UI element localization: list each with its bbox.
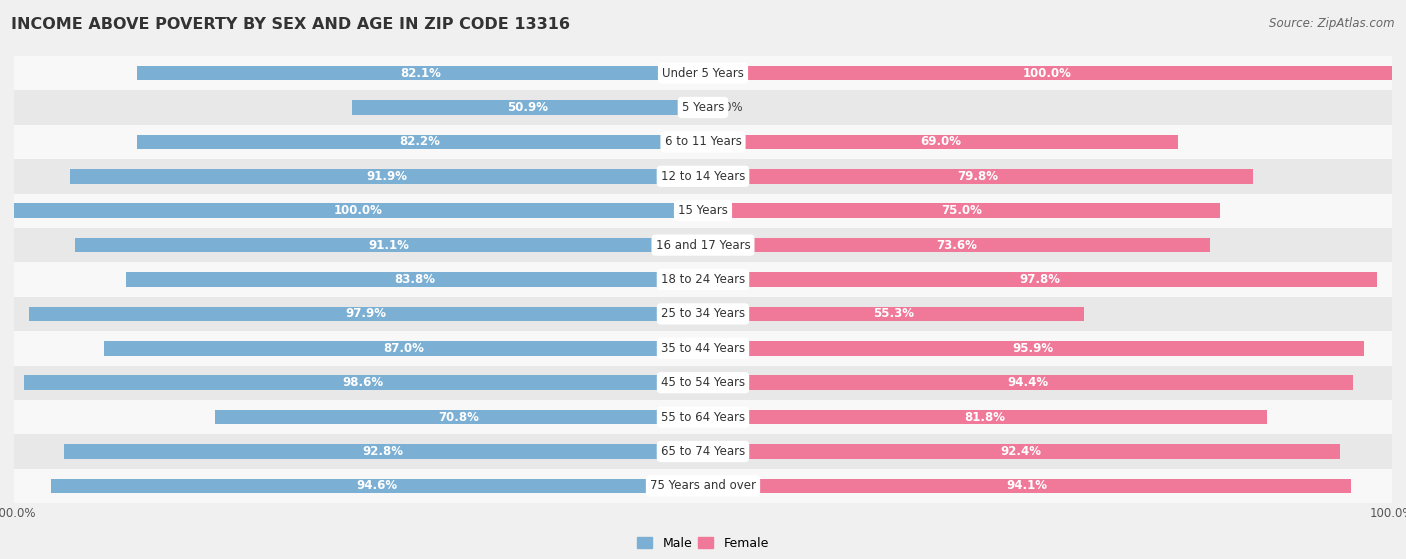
Text: 91.1%: 91.1%: [368, 239, 409, 252]
Legend: Male, Female: Male, Female: [633, 532, 773, 555]
Bar: [703, 272, 1376, 287]
Bar: [14, 400, 1392, 434]
Bar: [703, 203, 1219, 218]
Text: 16 and 17 Years: 16 and 17 Years: [655, 239, 751, 252]
Text: 18 to 24 Years: 18 to 24 Years: [661, 273, 745, 286]
Bar: [14, 193, 1392, 228]
Text: 65 to 74 Years: 65 to 74 Years: [661, 445, 745, 458]
Bar: [125, 272, 703, 287]
Text: 92.8%: 92.8%: [363, 445, 404, 458]
Text: 6 to 11 Years: 6 to 11 Years: [665, 135, 741, 148]
Text: 91.9%: 91.9%: [366, 170, 406, 183]
Bar: [215, 410, 703, 424]
Text: 15 Years: 15 Years: [678, 204, 728, 217]
Bar: [703, 376, 1354, 390]
Text: 83.8%: 83.8%: [394, 273, 434, 286]
Bar: [703, 169, 1253, 183]
Text: 79.8%: 79.8%: [957, 170, 998, 183]
Bar: [703, 135, 1178, 149]
Text: 5 Years: 5 Years: [682, 101, 724, 114]
Bar: [136, 135, 703, 149]
Bar: [28, 307, 703, 321]
Bar: [70, 169, 703, 183]
Text: 45 to 54 Years: 45 to 54 Years: [661, 376, 745, 389]
Bar: [138, 66, 703, 80]
Text: 25 to 34 Years: 25 to 34 Years: [661, 307, 745, 320]
Bar: [51, 479, 703, 493]
Bar: [63, 444, 703, 459]
Bar: [703, 66, 1392, 80]
Text: 75 Years and over: 75 Years and over: [650, 480, 756, 492]
Bar: [14, 56, 1392, 91]
Text: 100.0%: 100.0%: [335, 204, 382, 217]
Bar: [14, 91, 1392, 125]
Text: 81.8%: 81.8%: [965, 411, 1005, 424]
Text: 73.6%: 73.6%: [936, 239, 977, 252]
Text: Under 5 Years: Under 5 Years: [662, 67, 744, 79]
Text: 75.0%: 75.0%: [941, 204, 981, 217]
Text: 55 to 64 Years: 55 to 64 Years: [661, 411, 745, 424]
Text: 94.1%: 94.1%: [1007, 480, 1047, 492]
Text: 82.1%: 82.1%: [399, 67, 440, 79]
Bar: [703, 479, 1351, 493]
Bar: [76, 238, 703, 252]
Bar: [14, 125, 1392, 159]
Bar: [703, 341, 1364, 356]
Bar: [14, 366, 1392, 400]
Text: Source: ZipAtlas.com: Source: ZipAtlas.com: [1270, 17, 1395, 30]
Bar: [14, 262, 1392, 297]
Text: 100.0%: 100.0%: [1024, 67, 1071, 79]
Text: 97.9%: 97.9%: [346, 307, 387, 320]
Text: 0.0%: 0.0%: [713, 101, 742, 114]
Text: 97.8%: 97.8%: [1019, 273, 1060, 286]
Text: 98.6%: 98.6%: [343, 376, 384, 389]
Bar: [14, 203, 703, 218]
Text: 50.9%: 50.9%: [508, 101, 548, 114]
Bar: [353, 100, 703, 115]
Text: 70.8%: 70.8%: [439, 411, 479, 424]
Text: 87.0%: 87.0%: [382, 342, 423, 355]
Bar: [703, 238, 1211, 252]
Bar: [703, 307, 1084, 321]
Text: 82.2%: 82.2%: [399, 135, 440, 148]
Text: 94.6%: 94.6%: [357, 480, 398, 492]
Bar: [703, 410, 1267, 424]
Bar: [14, 228, 1392, 262]
Text: 95.9%: 95.9%: [1012, 342, 1054, 355]
Text: 35 to 44 Years: 35 to 44 Years: [661, 342, 745, 355]
Text: 12 to 14 Years: 12 to 14 Years: [661, 170, 745, 183]
Text: 94.4%: 94.4%: [1008, 376, 1049, 389]
Bar: [14, 468, 1392, 503]
Bar: [24, 376, 703, 390]
Bar: [14, 331, 1392, 366]
Text: INCOME ABOVE POVERTY BY SEX AND AGE IN ZIP CODE 13316: INCOME ABOVE POVERTY BY SEX AND AGE IN Z…: [11, 17, 571, 32]
Bar: [104, 341, 703, 356]
Bar: [14, 434, 1392, 468]
Text: 69.0%: 69.0%: [920, 135, 962, 148]
Bar: [14, 297, 1392, 331]
Bar: [14, 159, 1392, 193]
Text: 55.3%: 55.3%: [873, 307, 914, 320]
Bar: [703, 444, 1340, 459]
Text: 92.4%: 92.4%: [1001, 445, 1042, 458]
